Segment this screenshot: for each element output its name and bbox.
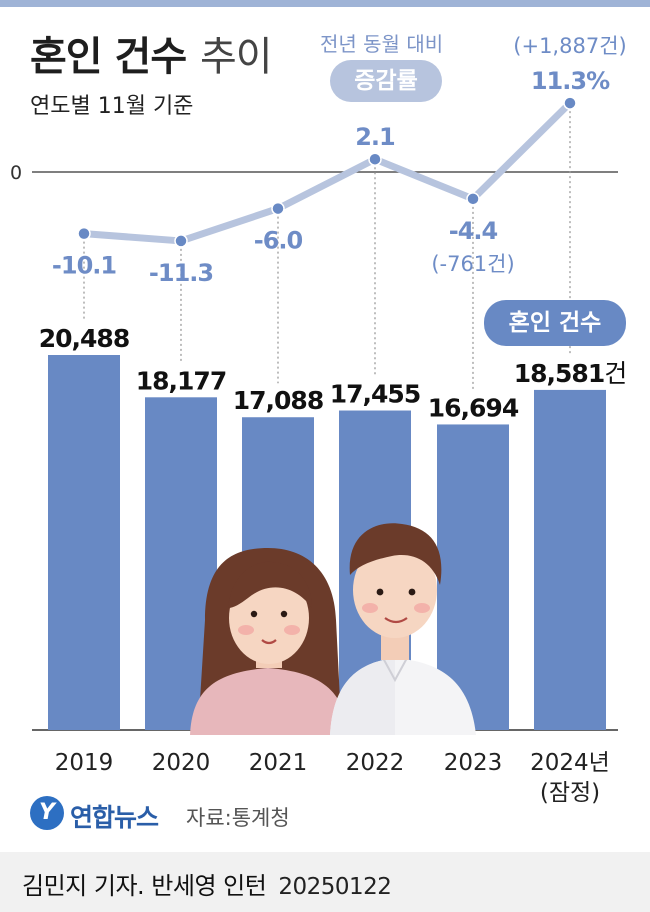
yonhap-logo-text: 연합뉴스 [70, 803, 159, 832]
bar-value-label: 18,177 [136, 366, 226, 395]
rate-label: -6.0 [254, 227, 303, 255]
bar-value-unit: 건 [604, 359, 626, 388]
credit-line: 김민지 기자. 반세영 인턴 20250122 [22, 866, 392, 901]
woman-figure [190, 548, 348, 735]
top-accent-bar [0, 0, 650, 7]
x-tick-label: 2021 [249, 750, 308, 776]
x-tick-label: 2020 [152, 750, 211, 776]
zero-label: 0 [10, 162, 22, 184]
bar-2019 [48, 355, 120, 730]
chart-canvas: 0 [10, 34, 627, 806]
yonhap-logo-icon: Y [30, 796, 64, 830]
credit-date: 20250122 [278, 874, 392, 900]
rate-point-2020 [174, 234, 188, 248]
rate-label: -11.3 [149, 259, 213, 287]
bar-2024년 [534, 389, 606, 730]
x-tick-note: (잠정) [540, 780, 600, 806]
chart-title: 혼인 건수 [30, 34, 187, 80]
rate-label: -10.1 [52, 252, 116, 280]
rate-annotation: (+1,887건) [513, 34, 626, 58]
rate-point-2022 [368, 152, 382, 166]
couple-illustration [190, 523, 476, 735]
credit-bar [0, 852, 650, 912]
count-legend-pill: 혼인 건수 [484, 300, 626, 346]
chart-subtitle: 연도별 11월 기준 [30, 94, 194, 119]
dotted-leaders [83, 111, 571, 391]
rate-point-2021 [271, 201, 285, 216]
rate-legend-pill: 증감률 [330, 60, 442, 102]
x-tick-label: 2019 [55, 750, 114, 776]
bar-value-label: 16,694 [428, 393, 519, 422]
source-note: 자료:통계청 [186, 806, 290, 830]
rate-label: 2.1 [355, 123, 395, 151]
credit-authors: 김민지 기자. 반세영 인턴 [22, 872, 267, 900]
x-tick-label: 2023 [444, 750, 503, 776]
labels-layer: 20,488 2019 18,177 2020 17,088 2021 17,455 2022… [39, 34, 627, 806]
rate-point-2019 [77, 226, 91, 241]
chart-title-suffix: 추이 [200, 34, 273, 80]
bar-value-label: 17,455 [330, 380, 420, 409]
bar-value-label: 18,581건 [514, 359, 627, 388]
rate-label: -4.4 [449, 217, 498, 245]
rate-point-2023 [466, 192, 480, 206]
rate-line [80, 99, 574, 245]
x-tick-label: 2022 [346, 750, 405, 776]
rate-annotation: (-761건) [431, 252, 514, 276]
rate-line-layer [77, 96, 577, 248]
yoy-caption: 전년 동월 대비 [320, 32, 444, 56]
bar-value-label: 20,488 [39, 324, 129, 353]
rate-point-2024년 [563, 96, 577, 110]
bar-value-label: 17,088 [233, 386, 323, 415]
rate-label: 11.3% [531, 67, 610, 95]
man-figure [330, 523, 476, 735]
x-tick-label: 2024년 [530, 750, 610, 776]
